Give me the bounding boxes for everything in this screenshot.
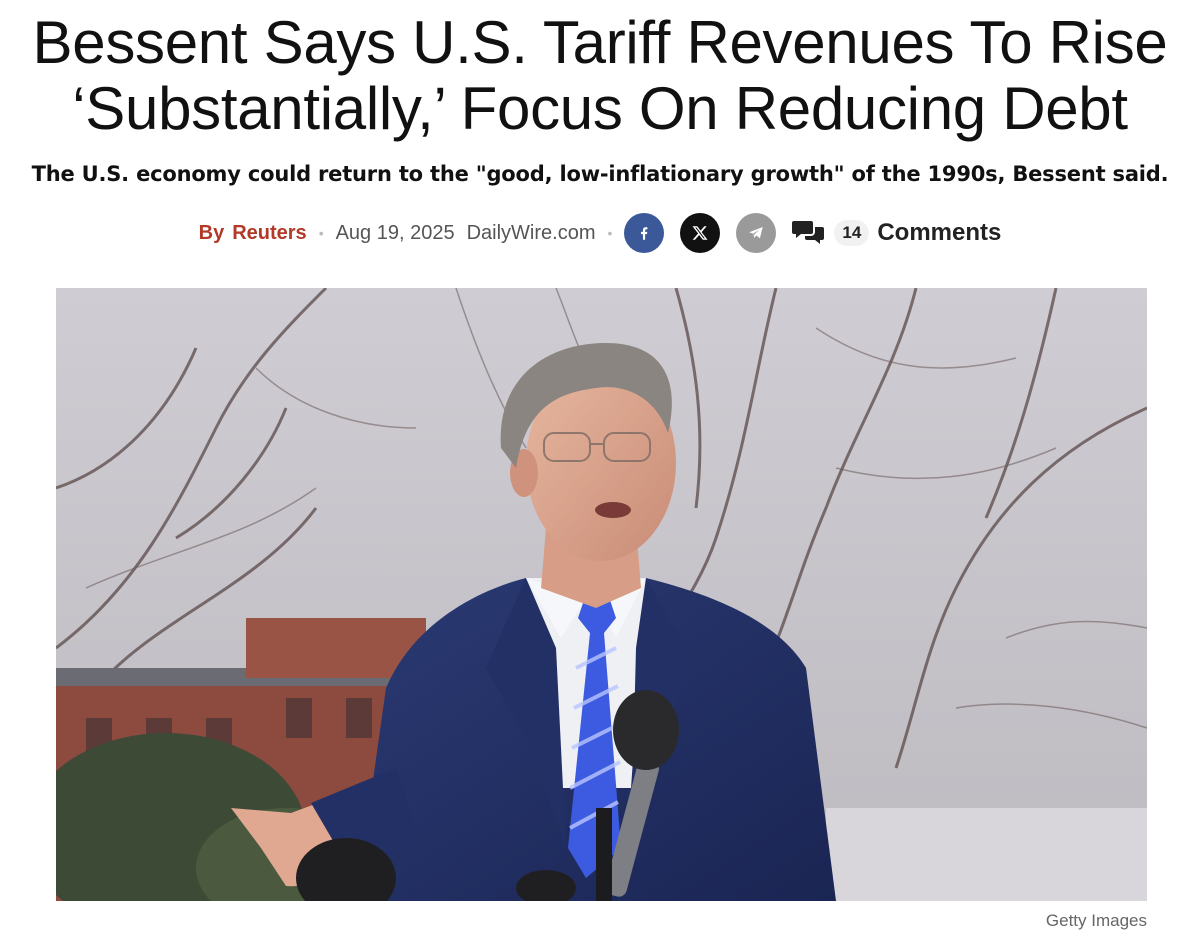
article-headline: Bessent Says U.S. Tariff Revenues To Ris… bbox=[0, 10, 1200, 142]
comments-label: Comments bbox=[877, 219, 1002, 246]
source-site: DailyWire.com bbox=[466, 221, 596, 244]
x-icon bbox=[692, 226, 708, 240]
x-share-button[interactable] bbox=[680, 213, 721, 253]
comments-icon bbox=[792, 221, 825, 244]
separator-dot: • bbox=[607, 225, 613, 241]
facebook-share-button[interactable] bbox=[624, 213, 665, 253]
headline-line-2: ‘Substantially,’ Focus On Reducing Debt bbox=[72, 75, 1128, 142]
article-subheadline: The U.S. economy could return to the "go… bbox=[31, 162, 1169, 186]
facebook-icon bbox=[641, 227, 648, 240]
author-link[interactable]: Reuters bbox=[232, 221, 307, 244]
separator-dot: • bbox=[318, 225, 324, 241]
article-photo bbox=[56, 288, 1147, 901]
byline-bar: By Reuters • Aug 19, 2025 DailyWire.com … bbox=[0, 212, 1200, 254]
comments-link[interactable]: 14 Comments bbox=[792, 219, 1001, 247]
telegram-icon bbox=[749, 227, 764, 239]
photo-credit: Getty Images bbox=[1045, 911, 1147, 930]
telegram-share-button[interactable] bbox=[736, 213, 777, 253]
comment-count-badge: 14 bbox=[834, 220, 870, 246]
press-conference-photo bbox=[56, 288, 1147, 901]
byline-prefix: By bbox=[198, 221, 225, 244]
headline-line-1: Bessent Says U.S. Tariff Revenues To Ris… bbox=[32, 9, 1168, 76]
publish-date: Aug 19, 2025 bbox=[335, 221, 455, 244]
